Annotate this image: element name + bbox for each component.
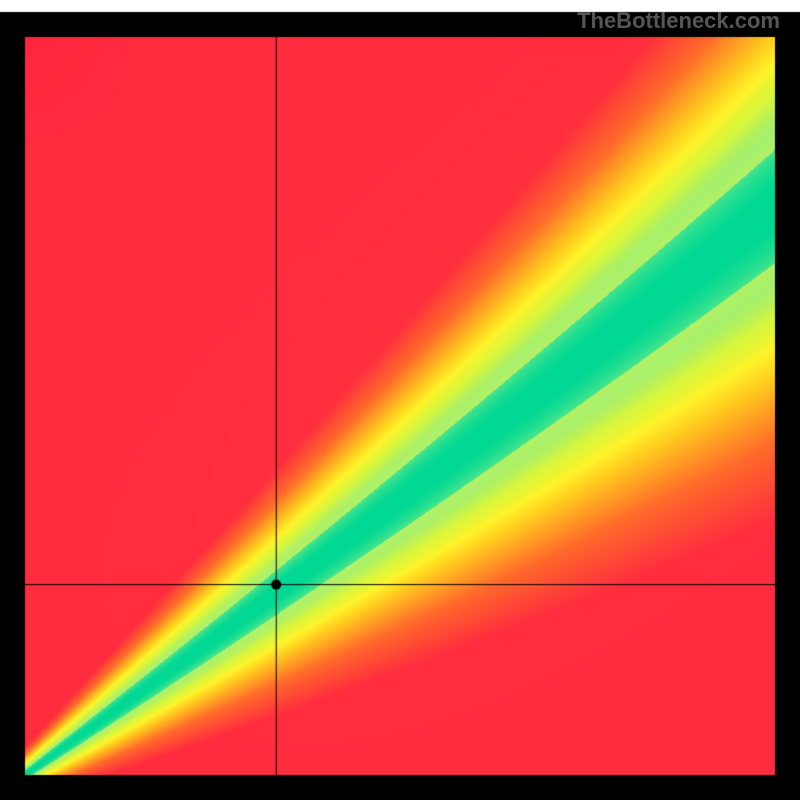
- chart-container: TheBottleneck.com: [0, 0, 800, 800]
- watermark-text: TheBottleneck.com: [577, 8, 780, 34]
- bottleneck-heatmap-canvas: [0, 0, 800, 800]
